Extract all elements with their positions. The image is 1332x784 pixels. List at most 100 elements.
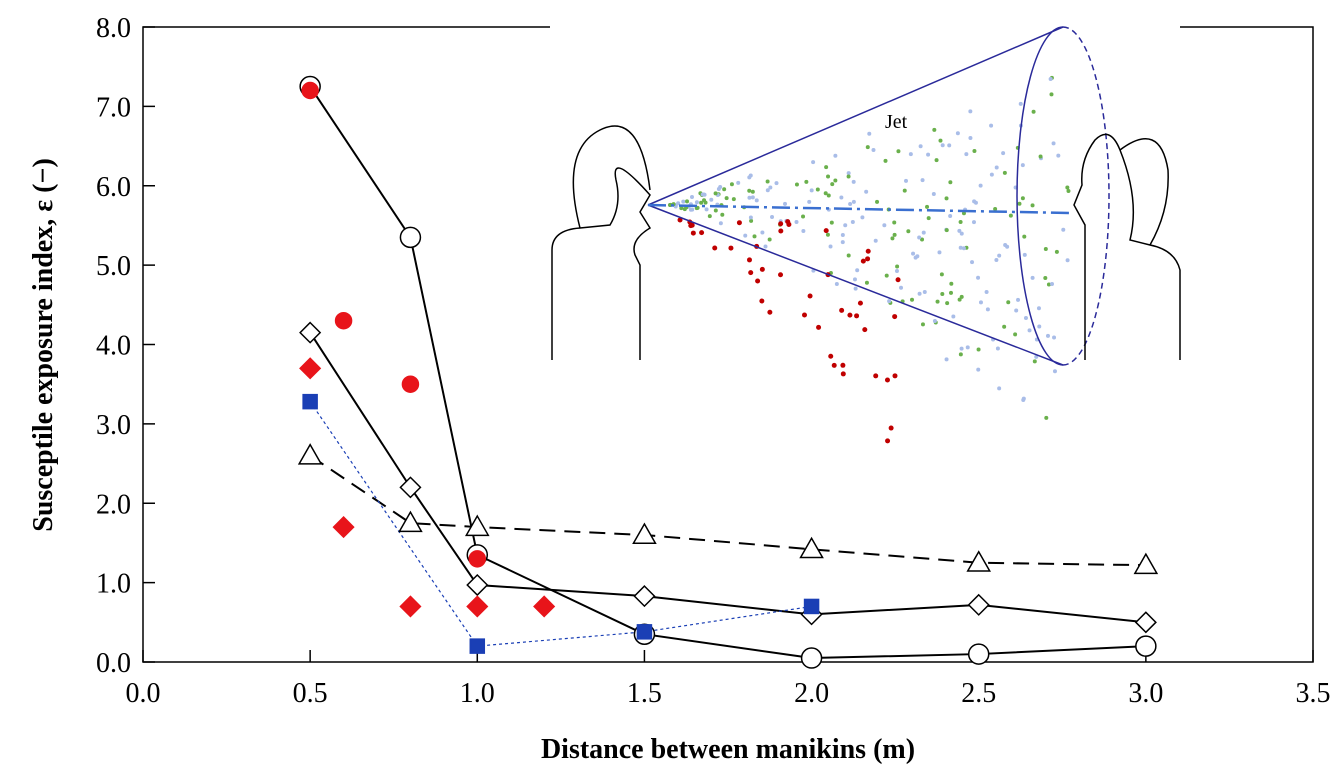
droplet <box>867 131 872 136</box>
droplet <box>902 188 907 193</box>
droplet <box>828 244 833 249</box>
droplet <box>989 123 994 128</box>
droplet <box>704 207 709 212</box>
droplet <box>765 188 770 193</box>
droplet <box>918 144 923 149</box>
series-line <box>309 454 1146 567</box>
droplet <box>921 230 926 235</box>
droplet <box>747 195 752 200</box>
marker-triangle <box>1133 552 1159 575</box>
droplet <box>1037 324 1042 329</box>
droplet <box>749 218 754 223</box>
droplet <box>937 250 942 255</box>
head-left <box>551 167 652 360</box>
droplet <box>970 260 975 265</box>
droplet <box>1038 154 1043 159</box>
droplet <box>1023 316 1028 321</box>
droplet <box>679 206 684 211</box>
marker-diamond <box>399 595 422 618</box>
droplet <box>882 223 887 228</box>
marker-triangle <box>632 522 657 544</box>
droplet <box>1045 333 1050 338</box>
marker-diamond <box>332 516 355 539</box>
marker-circle <box>401 375 420 393</box>
droplet <box>957 228 962 233</box>
droplet <box>834 281 839 286</box>
marker-diamond <box>466 573 489 597</box>
droplet <box>944 228 949 233</box>
droplet <box>804 179 809 184</box>
droplet <box>932 127 937 132</box>
droplet <box>1054 249 1059 254</box>
annotation: Jet <box>885 111 908 133</box>
droplet <box>807 199 812 204</box>
droplet <box>957 297 962 302</box>
droplet <box>747 188 752 193</box>
droplet <box>748 173 753 178</box>
droplet <box>985 307 990 312</box>
droplet <box>1051 141 1056 146</box>
droplet <box>873 238 878 243</box>
droplet <box>699 200 704 205</box>
droplet <box>860 258 866 264</box>
droplet <box>755 278 761 284</box>
droplet <box>865 256 871 262</box>
droplet <box>857 300 863 306</box>
droplet <box>840 371 846 377</box>
droplet <box>884 377 890 383</box>
droplet <box>752 234 757 239</box>
droplet <box>750 195 755 200</box>
droplet <box>958 245 963 250</box>
droplet <box>984 290 989 295</box>
droplet <box>743 233 748 238</box>
droplet <box>823 228 829 234</box>
droplet <box>906 229 911 234</box>
droplet <box>801 312 807 318</box>
marker-triangle <box>966 550 992 572</box>
x-tick-label: 1.5 <box>627 678 662 709</box>
droplet <box>955 131 960 136</box>
marker-triangle <box>464 514 490 537</box>
droplet <box>899 285 904 290</box>
droplet <box>778 228 784 234</box>
droplet <box>947 143 952 148</box>
droplet <box>801 214 806 219</box>
head-left-top <box>572 125 651 229</box>
marker-square <box>469 638 486 654</box>
droplet <box>677 217 683 223</box>
series-line <box>309 401 812 647</box>
droplet <box>920 178 925 183</box>
marker-diamond <box>533 595 556 618</box>
droplet <box>736 220 742 226</box>
droplet <box>1006 300 1011 305</box>
droplet <box>997 386 1002 391</box>
droplet <box>786 221 792 227</box>
droplet <box>722 187 727 192</box>
droplet <box>690 230 696 236</box>
droplet <box>1052 369 1057 374</box>
head-right-back <box>1119 138 1169 246</box>
droplet <box>892 314 898 320</box>
droplet <box>816 324 822 330</box>
x-tick-label: 2.0 <box>794 678 829 709</box>
droplet <box>1021 398 1026 403</box>
droplet <box>846 174 851 179</box>
marker-square <box>803 598 820 615</box>
droplet <box>961 246 966 251</box>
y-tick-label: 2.0 <box>96 489 131 520</box>
droplet <box>904 178 909 183</box>
droplet <box>951 314 956 319</box>
marker-triangle <box>799 536 824 559</box>
droplet <box>884 273 889 278</box>
marker-circle <box>1135 635 1157 657</box>
droplet <box>995 346 1000 351</box>
illustration: Jet <box>550 20 1181 444</box>
droplet <box>968 136 973 141</box>
droplet <box>892 232 897 237</box>
droplet <box>712 245 718 251</box>
droplet <box>895 277 901 283</box>
droplet <box>1031 109 1036 114</box>
droplet <box>694 200 699 205</box>
droplet <box>690 207 695 212</box>
droplet <box>920 237 925 242</box>
